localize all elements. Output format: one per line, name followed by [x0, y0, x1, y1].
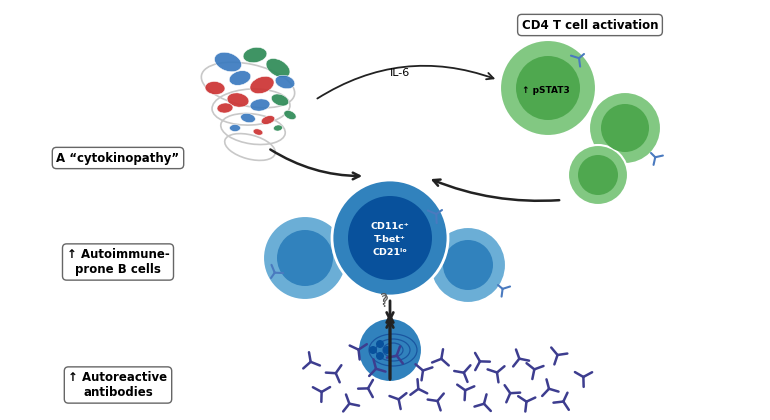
Ellipse shape: [240, 113, 256, 123]
Ellipse shape: [205, 81, 225, 94]
Ellipse shape: [250, 76, 274, 94]
Ellipse shape: [275, 75, 295, 89]
Text: CD4 T cell activation: CD4 T cell activation: [522, 18, 658, 32]
Ellipse shape: [250, 99, 270, 111]
Ellipse shape: [273, 125, 283, 131]
Text: ↑ pSTAT3: ↑ pSTAT3: [522, 86, 570, 94]
Text: CD21ˡᵒ: CD21ˡᵒ: [373, 247, 407, 257]
Circle shape: [263, 216, 347, 300]
Circle shape: [376, 340, 384, 348]
Ellipse shape: [215, 52, 242, 72]
Text: ?: ?: [380, 292, 388, 307]
Ellipse shape: [217, 103, 233, 113]
Circle shape: [430, 227, 506, 303]
Text: CD11c⁺: CD11c⁺: [370, 221, 410, 231]
Circle shape: [332, 180, 448, 296]
Circle shape: [500, 40, 596, 136]
Circle shape: [277, 230, 333, 286]
Text: ?: ?: [381, 294, 389, 310]
Text: IL-6: IL-6: [390, 68, 410, 78]
Text: A “cytokinopathy”: A “cytokinopathy”: [56, 152, 179, 165]
Ellipse shape: [271, 94, 289, 106]
Circle shape: [568, 145, 628, 205]
Ellipse shape: [261, 116, 275, 124]
Ellipse shape: [229, 124, 240, 131]
Circle shape: [358, 318, 422, 382]
Text: ↑ Autoimmune-
prone B cells: ↑ Autoimmune- prone B cells: [67, 248, 169, 276]
Circle shape: [383, 346, 391, 354]
Circle shape: [443, 240, 493, 290]
Circle shape: [369, 346, 377, 354]
Circle shape: [376, 352, 384, 360]
Ellipse shape: [266, 58, 290, 78]
Ellipse shape: [229, 71, 251, 85]
Text: ↑ Autoreactive
antibodies: ↑ Autoreactive antibodies: [69, 371, 168, 399]
Text: T-bet⁺: T-bet⁺: [374, 234, 406, 244]
Circle shape: [601, 104, 649, 152]
Ellipse shape: [253, 129, 263, 135]
Ellipse shape: [227, 93, 249, 107]
Ellipse shape: [243, 47, 267, 63]
Circle shape: [348, 196, 432, 280]
Ellipse shape: [284, 110, 296, 120]
Circle shape: [516, 56, 580, 120]
Circle shape: [589, 92, 661, 164]
Circle shape: [578, 155, 618, 195]
